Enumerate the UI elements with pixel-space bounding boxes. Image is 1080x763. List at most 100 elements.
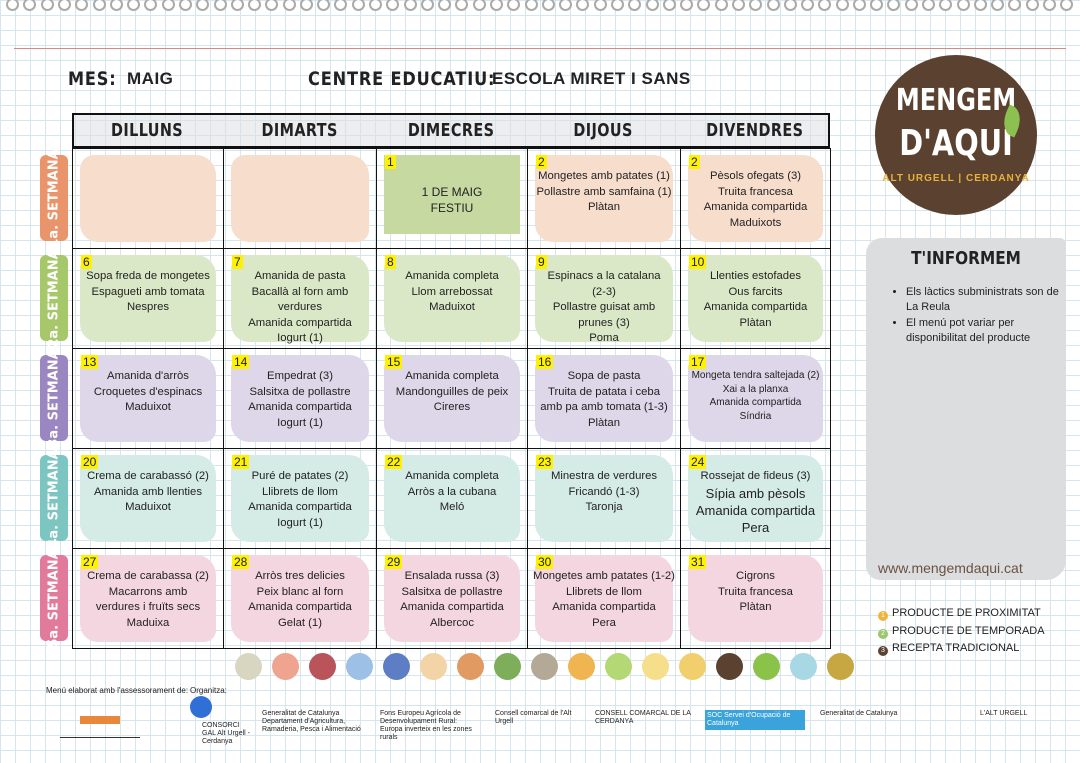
binding-hole xyxy=(731,0,745,11)
dish: verdures xyxy=(278,301,322,313)
binding-hole xyxy=(818,0,832,11)
sponsor-logo: Consell comarcal de l'Alt Urgell xyxy=(495,710,572,725)
fish-icon xyxy=(346,653,373,680)
day-cell: 1 1 DE MAIG FESTIU xyxy=(376,148,528,249)
milk-jug-icon xyxy=(790,653,817,680)
dish: Pera xyxy=(741,519,770,535)
signature-logo xyxy=(60,698,140,738)
binding-hole xyxy=(870,0,884,11)
day-cell: 20 Crema de carabassó (2) Amanida amb llen… xyxy=(72,448,224,549)
day-cell xyxy=(72,148,224,249)
legend: 1 PRODUCTE DE PROXIMITAT 2 PRODUCTE DE TEMP… xyxy=(878,605,1045,658)
pasta-icon xyxy=(420,653,447,680)
day-number: 7 xyxy=(232,255,243,269)
binding-hole xyxy=(317,0,331,11)
binding-hole xyxy=(282,0,296,11)
binding-hole xyxy=(714,0,728,11)
cell-background xyxy=(384,555,520,642)
cell-background xyxy=(688,255,823,342)
dish-list: Empedrat (3) Salsitxa de pollastre Amanida… xyxy=(228,369,372,431)
week-label: 2a. SETMANA xyxy=(40,249,68,347)
day-cell: 16 Sopa de pasta Truita de patata i ceba am… xyxy=(527,348,681,449)
dish: Sípia amb pèsols xyxy=(705,485,806,501)
month-value: MAIG xyxy=(127,69,174,88)
day-cell: 13 Amanida d'arròs Croquetes d'espinacs Mad… xyxy=(72,348,224,449)
dish: Ensalada russa (3) xyxy=(404,570,500,582)
cell-background xyxy=(80,255,216,342)
binding-hole xyxy=(472,0,486,11)
day-cell: 6 Sopa freda de mongetes Espagueti amb tom… xyxy=(72,248,224,349)
dish: Truita francesa xyxy=(718,585,793,598)
binding-hole xyxy=(403,0,417,11)
binding-hole xyxy=(887,0,901,11)
info-item: El menú pot variar per disponibilitat de… xyxy=(906,316,1066,346)
dish: (2-3) xyxy=(592,285,616,298)
dish: Amanida compartida xyxy=(248,316,352,329)
dish: Pèsols ofegats (3) xyxy=(709,170,802,182)
dish: Llom arrebossat xyxy=(411,285,493,298)
binding-hole xyxy=(455,0,469,11)
legend-label: PRODUCTE DE PROXIMITAT xyxy=(892,607,1041,619)
binding-hole xyxy=(40,0,54,11)
dish-list: Llenties estofades Ous farcits Amanida com… xyxy=(685,269,826,331)
sponsor-logo: SOC Servei d'Ocupació de Catalunya xyxy=(705,710,805,730)
binding-hole xyxy=(92,0,106,11)
day-cell: 31 Cigrons Truita francesa Plàtan xyxy=(680,548,831,649)
cell-background xyxy=(80,155,216,242)
dish: Amanida compartida xyxy=(552,601,656,613)
dish: Maduixa xyxy=(126,616,170,629)
dish: Mongetes amb patates (1) xyxy=(538,170,670,182)
spiral-binding xyxy=(0,0,1080,16)
dish-list: Rossejat de fideus (3) Sípia amb pèsols Am… xyxy=(685,469,826,536)
dish: Plàtan xyxy=(739,316,772,329)
dish-list: Mongeta tendra saltejada (2) Xai a la pla… xyxy=(685,369,826,423)
info-panel: T'INFORMEM Els làctics subministrats son… xyxy=(866,238,1066,580)
binding-hole xyxy=(420,0,434,11)
cell-background xyxy=(80,455,216,542)
binding-hole xyxy=(334,0,348,11)
sponsor-logo: CONSELL COMARCAL DE LA CERDANYA xyxy=(595,710,691,725)
binding-hole xyxy=(991,0,1005,11)
day-cell: 21 Puré de patates (2) Llibrets de llom Ama… xyxy=(223,448,377,549)
week-label: 5a. SETMANA xyxy=(40,549,68,647)
vegetables-icon xyxy=(494,653,521,680)
binding-hole xyxy=(57,0,71,11)
dish: Xai a la planxa xyxy=(722,383,789,395)
binding-hole xyxy=(299,0,313,11)
cell-background xyxy=(80,555,216,642)
day-number: 15 xyxy=(385,355,403,369)
day-number: 20 xyxy=(81,455,99,469)
dish: Puré de patates (2) xyxy=(251,470,349,482)
cell-background xyxy=(688,455,823,542)
binding-hole xyxy=(559,0,573,11)
binding-hole xyxy=(386,0,400,11)
binding-hole xyxy=(109,0,123,11)
corn-icon xyxy=(716,653,743,680)
cell-background xyxy=(535,255,673,342)
dish: Meló xyxy=(439,501,465,513)
day-number: 28 xyxy=(232,555,250,569)
binding-hole xyxy=(75,0,89,11)
dish: Macarrons amb xyxy=(108,585,188,598)
consorci-gal-icon xyxy=(190,696,212,718)
footer-sponsors: Menú elaborat amb l'assessorament de: Or… xyxy=(0,684,1080,745)
dish-list: Crema de carabassó (2) Amanida amb llenti… xyxy=(77,469,219,516)
dish: Poma xyxy=(589,332,619,344)
website-link[interactable]: www.mengemdaqui.cat xyxy=(878,560,1023,576)
binding-hole xyxy=(956,0,970,11)
legend-label: PRODUCTE DE TEMPORADA xyxy=(892,624,1045,637)
day-number: 31 xyxy=(689,555,707,569)
binding-hole xyxy=(265,0,279,11)
dish: Iogurt (1) xyxy=(277,516,323,529)
mengem-daqui-logo: MENGEM D'AQUI ALT URGELL | CERDANYA xyxy=(875,55,1037,215)
sponsor-logo: CONSORCI GAL Alt Urgell - Cerdanya xyxy=(202,722,250,745)
binding-hole xyxy=(178,0,192,11)
cell-background xyxy=(80,355,216,442)
dish: Arròs tres delicies xyxy=(255,570,345,582)
legend-label: RECEPTA TRADICIONAL xyxy=(892,642,1020,654)
binding-hole xyxy=(593,0,607,11)
week-label-text: 1a. SETMANA xyxy=(46,148,62,248)
day-cell: 23 Minestra de verdures Fricandó (1-3) Taro… xyxy=(527,448,681,549)
day-number: 10 xyxy=(689,255,707,269)
dish-list: Amanida d'arròs Croquetes d'espinacs Madui… xyxy=(77,369,219,416)
